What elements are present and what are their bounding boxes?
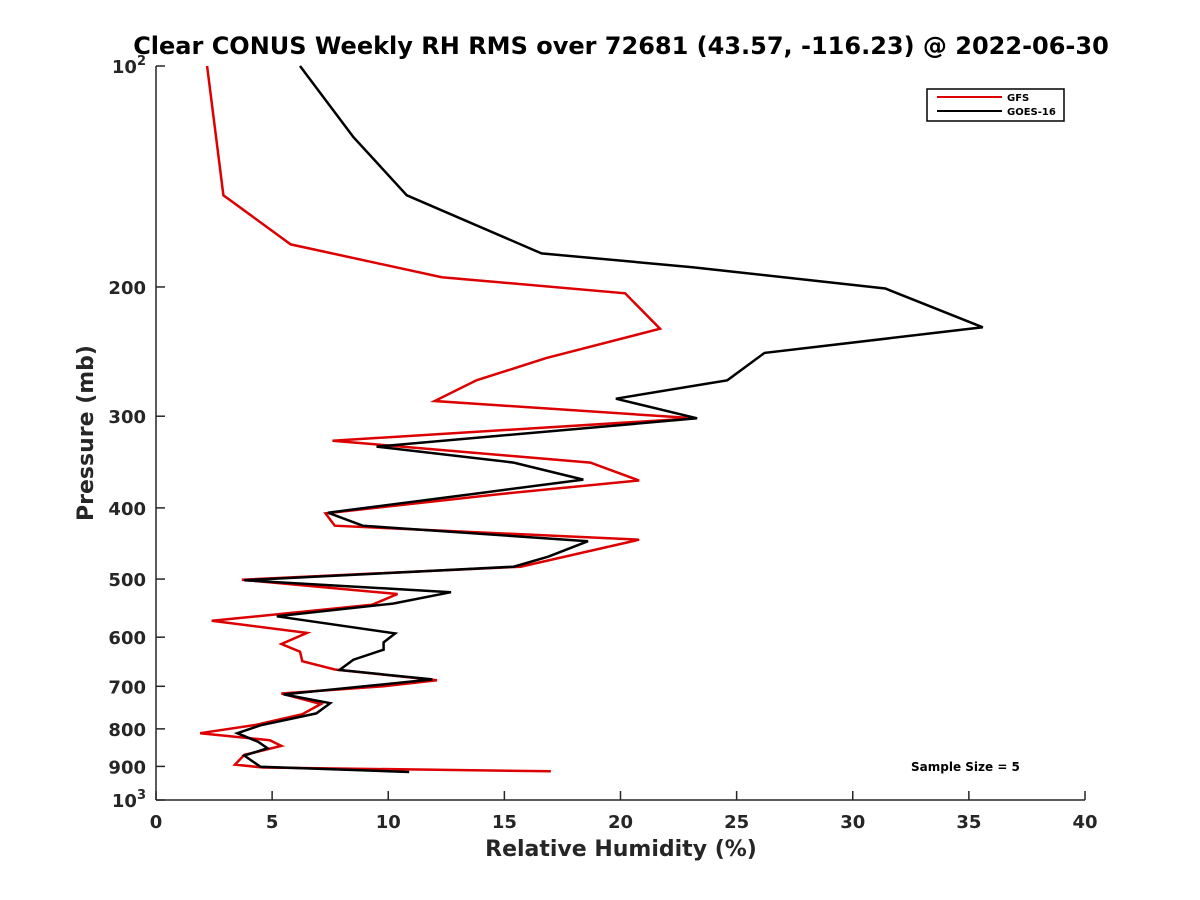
- y-tick-label: 900: [108, 757, 146, 778]
- legend-label-goes16: GOES-16: [1007, 107, 1056, 118]
- y-axis-label: Pressure (mb): [74, 345, 99, 521]
- sample-size-annotation: Sample Size = 5: [911, 760, 1020, 774]
- y-tick-label: 103: [112, 788, 146, 812]
- series-line-gfs: [199, 65, 695, 773]
- chart-title: Clear CONUS Weekly RH RMS over 72681 (43…: [133, 32, 1109, 60]
- y-ticks: 102 200 300 400 500 600 700 800 900 103: [108, 54, 165, 812]
- legend-box: [926, 88, 1065, 122]
- y-axis: 102 200 300 400 500 600 700 800 900 103 Pressure …: [74, 54, 165, 812]
- y-tick-label: 500: [108, 570, 146, 591]
- y-tick-label: 700: [108, 677, 146, 698]
- y-tick-label: 800: [108, 720, 146, 741]
- x-tick-label: 10: [376, 812, 401, 833]
- x-tick-label: 20: [608, 812, 633, 833]
- y-tick-label: 600: [108, 628, 146, 649]
- x-tick-label: 40: [1072, 812, 1097, 833]
- y-tick-label: 200: [108, 278, 146, 299]
- x-tick-label: 30: [840, 812, 865, 833]
- y-tick-label: 102: [112, 54, 146, 78]
- x-tick-label: 5: [266, 812, 279, 833]
- series-line-goes16: [233, 65, 984, 774]
- x-tick-label: 15: [492, 812, 517, 833]
- x-tick-label: 0: [150, 812, 163, 833]
- x-tick-label: 25: [724, 812, 749, 833]
- y-tick-label: 300: [108, 407, 146, 428]
- x-axis-label: Relative Humidity (%): [485, 837, 757, 862]
- y-tick-label: 400: [108, 499, 146, 520]
- legend-label-gfs: GFS: [1007, 93, 1029, 104]
- plot-area: [199, 65, 984, 774]
- x-axis: 0 5 10 15 20 25 30 35 40 Relative Humidity (%): [150, 791, 1098, 862]
- x-ticks: 0 5 10 15 20 25 30 35 40: [150, 791, 1098, 833]
- legend: GFS GOES-16: [926, 88, 1065, 122]
- x-tick-label: 35: [956, 812, 981, 833]
